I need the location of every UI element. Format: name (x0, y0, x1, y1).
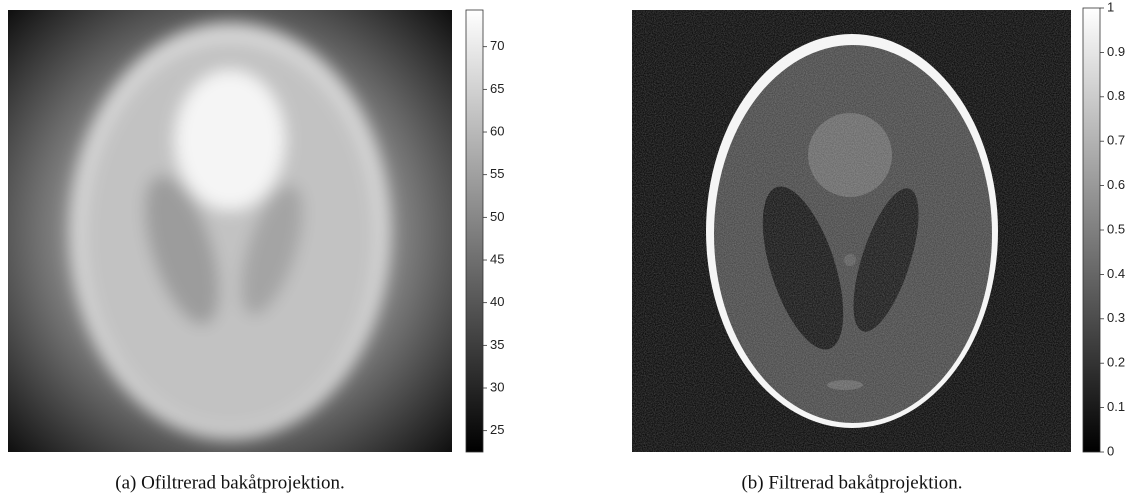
colorbar-tick-label: 0.6 (1107, 177, 1125, 192)
image-a (8, 10, 452, 452)
colorbar-tick-label: 55 (490, 166, 504, 181)
colorbar-tick-label: 70 (490, 38, 504, 53)
colorbar-a (466, 10, 483, 452)
colorbar-tick-label: 0.9 (1107, 44, 1125, 59)
colorbar-tick-label: 1 (1107, 0, 1114, 14)
colorbar-tick-label: 0.2 (1107, 355, 1125, 370)
colorbar-b (1083, 8, 1100, 452)
colorbar-tick-label: 50 (490, 209, 504, 224)
colorbar-tick-label: 30 (490, 379, 504, 394)
colorbar-tick-label: 35 (490, 337, 504, 352)
colorbar-tick-label: 0 (1107, 443, 1114, 458)
colorbar-tick-label: 0.1 (1107, 399, 1125, 414)
colorbar-tick-label: 0.8 (1107, 88, 1125, 103)
colorbar-tick-label: 65 (490, 81, 504, 96)
colorbar-tick-label: 45 (490, 251, 504, 266)
colorbar-tick-label: 0.3 (1107, 310, 1125, 325)
colorbar-tick-label: 25 (490, 422, 504, 437)
page: (a) Ofiltrerad bakåtprojektion. (b) Filt… (0, 0, 1145, 493)
caption: (a) Ofiltrerad bakåtprojektion. (115, 472, 344, 493)
colorbar-tick-label: 60 (490, 123, 504, 138)
image-b (632, 10, 1071, 452)
caption: (b) Filtrerad bakåtprojektion. (741, 472, 962, 493)
figure: (a) Ofiltrerad bakåtprojektion. (b) Filt… (0, 0, 1145, 493)
colorbar-tick-label: 0.5 (1107, 221, 1125, 236)
colorbar-tick-label: 40 (490, 294, 504, 309)
colorbar-tick-label: 0.7 (1107, 133, 1125, 148)
colorbar-tick-label: 0.4 (1107, 266, 1125, 281)
